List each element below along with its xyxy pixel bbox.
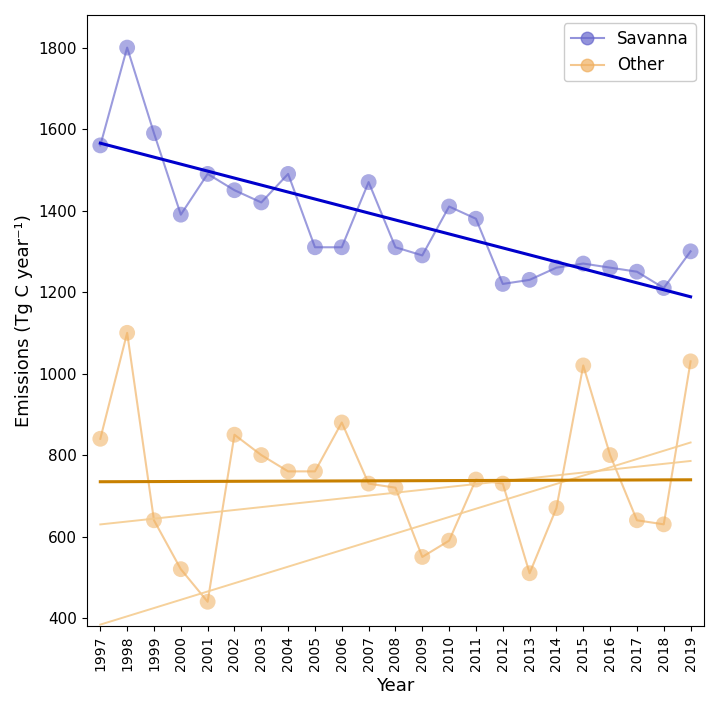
Point (658, 519, 669, 530)
Point (444, 535, 455, 546)
Point (390, 241, 401, 253)
Y-axis label: Emissions (Tg C year⁻¹): Emissions (Tg C year⁻¹) (15, 214, 33, 427)
Point (255, 449, 267, 461)
Point (658, 283, 669, 294)
Point (309, 241, 321, 253)
Point (631, 515, 643, 526)
Point (175, 564, 186, 575)
Point (202, 168, 214, 180)
Point (122, 327, 133, 339)
Point (416, 551, 428, 562)
Point (524, 274, 536, 285)
Point (363, 478, 375, 489)
Point (148, 515, 160, 526)
Point (336, 417, 347, 428)
Point (470, 474, 482, 485)
Point (416, 250, 428, 261)
Point (605, 449, 616, 461)
Point (390, 482, 401, 493)
Point (229, 185, 240, 196)
Point (631, 266, 643, 278)
Point (497, 278, 508, 290)
Point (551, 503, 562, 514)
Point (309, 466, 321, 477)
X-axis label: Year: Year (376, 677, 415, 695)
Point (175, 209, 186, 220)
Point (444, 201, 455, 212)
Point (524, 567, 536, 579)
Point (283, 466, 294, 477)
Point (577, 258, 589, 269)
Point (551, 262, 562, 273)
Point (605, 262, 616, 273)
Point (255, 197, 267, 208)
Point (336, 241, 347, 253)
Point (95, 140, 106, 151)
Point (95, 433, 106, 444)
Point (202, 596, 214, 608)
Point (122, 42, 133, 53)
Point (363, 176, 375, 187)
Point (577, 360, 589, 371)
Point (684, 356, 696, 367)
Point (283, 168, 294, 180)
Point (684, 246, 696, 257)
Point (229, 429, 240, 440)
Point (497, 478, 508, 489)
Point (148, 128, 160, 139)
Legend: Savanna, Other: Savanna, Other (564, 23, 696, 81)
Point (470, 213, 482, 224)
